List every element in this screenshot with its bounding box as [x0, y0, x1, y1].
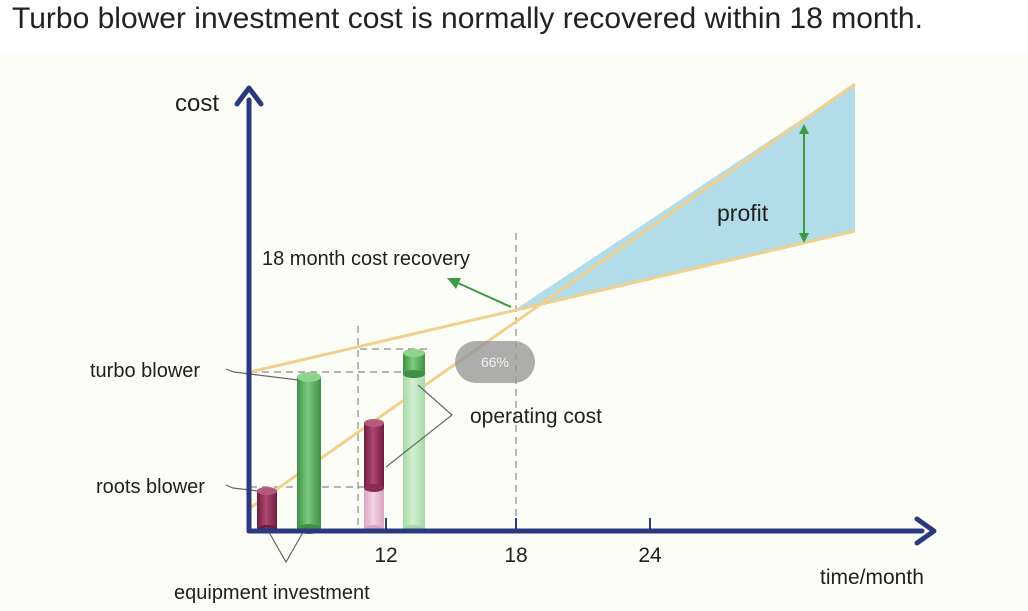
- y-axis-label: cost: [175, 90, 219, 117]
- x-tick-marks: [385, 518, 651, 531]
- y-axis-arrowhead: [234, 85, 264, 107]
- recovery-pointer-arrow: [447, 278, 512, 308]
- x-axis-arrowhead: [914, 516, 937, 546]
- x-tick-label-24: 24: [638, 544, 662, 567]
- turbo-operating-cylinder: [403, 349, 425, 533]
- turbo-cost-line: [249, 229, 856, 374]
- page-title: Turbo blower investment cost is normally…: [12, 2, 923, 35]
- roots-blower-label: roots blower: [96, 476, 205, 498]
- cost-recovery-label: 18 month cost recovery: [262, 248, 470, 270]
- roots-cost-line: [249, 82, 856, 510]
- x-tick-label-18: 18: [504, 544, 527, 567]
- profit-span-arrow: [799, 124, 809, 243]
- equipment-investment-label: equipment investment: [174, 582, 370, 604]
- turbo-investment-cylinder: [297, 372, 321, 534]
- profit-area: [516, 84, 855, 309]
- roots-investment-cylinder: [257, 487, 277, 533]
- turbo-blower-label: turbo blower: [90, 360, 200, 382]
- operating-cost-leader: [385, 384, 453, 468]
- x-tick-label-12: 12: [374, 544, 397, 567]
- turbo-label-leader: [225, 368, 299, 381]
- roots-label-leader: [225, 484, 259, 492]
- operating-cost-label: operating cost: [470, 405, 602, 428]
- leader-lines: [225, 368, 453, 564]
- axes: [246, 97, 925, 534]
- profit-label: profit: [717, 200, 769, 226]
- x-axis-label: time/month: [820, 566, 924, 589]
- zoom-level-badge: 66%: [455, 341, 535, 383]
- diagram-panel: [0, 52, 1028, 611]
- roots-operating-cylinder: [364, 419, 384, 533]
- investment-leader: [265, 526, 307, 564]
